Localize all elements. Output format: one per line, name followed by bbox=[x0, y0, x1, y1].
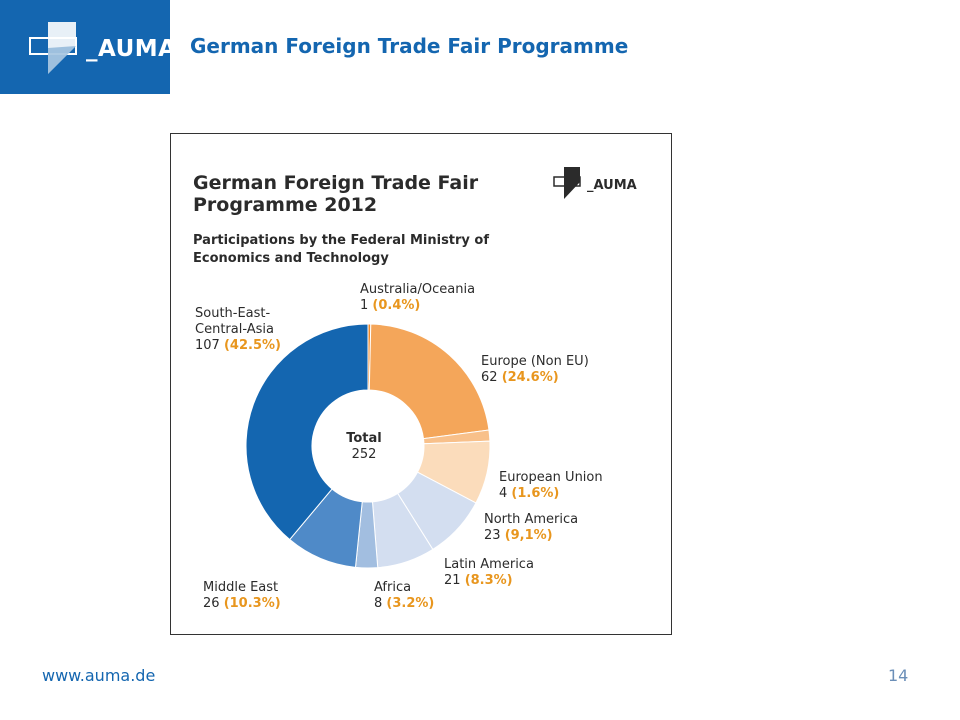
label-south-east-central-asia: South-East- Central-Asia 107 (42.5%) bbox=[195, 306, 281, 353]
total-label: Total bbox=[346, 431, 382, 446]
footer-url-link[interactable]: www.auma.de bbox=[42, 666, 156, 685]
label-north-america: North America 23 (9,1%) bbox=[484, 512, 579, 543]
donut-chart bbox=[245, 323, 491, 569]
chart-subtitle-line-1: Participations by the Federal Ministry o… bbox=[193, 233, 490, 248]
chart-title-line-1: German Foreign Trade Fair bbox=[193, 172, 479, 194]
label-europe-non-eu: Europe (Non EU) 62 (24.6%) bbox=[481, 354, 589, 385]
page-title: German Foreign Trade Fair Programme bbox=[190, 34, 629, 58]
label-australia-oceania: Australia/Oceania 1 (0.4%) bbox=[360, 282, 476, 313]
auma-logo: _AUMA bbox=[0, 0, 176, 94]
label-european-union: European Union 4 (1.6%) bbox=[499, 470, 603, 501]
label-latin-america: Latin America 21 (8.3%) bbox=[444, 557, 534, 588]
label-africa: Africa 8 (3.2%) bbox=[374, 580, 435, 611]
chart-title-line-2: Programme 2012 bbox=[193, 194, 378, 216]
logo-text: _AUMA bbox=[86, 36, 177, 62]
chart-subtitle-line-2: Economics and Technology bbox=[193, 251, 389, 266]
donut-center-label: Total 252 bbox=[329, 431, 399, 463]
chart-figure: German Foreign Trade Fair Programme 2012… bbox=[170, 133, 672, 635]
auma-emblem-icon bbox=[29, 22, 77, 74]
donut-hole bbox=[312, 390, 424, 502]
chart-title: German Foreign Trade Fair Programme 2012 bbox=[193, 172, 523, 216]
auma-small-emblem-icon bbox=[553, 167, 581, 199]
label-middle-east: Middle East 26 (10.3%) bbox=[203, 580, 281, 611]
chart-logo-text: _AUMA bbox=[587, 178, 637, 193]
page-number: 14 bbox=[888, 666, 909, 685]
chart-subtitle: Participations by the Federal Ministry o… bbox=[193, 232, 513, 268]
total-value: 252 bbox=[351, 447, 377, 462]
